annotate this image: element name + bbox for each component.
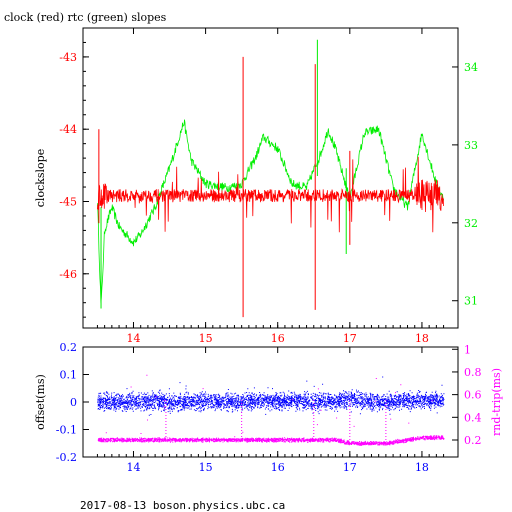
bottom-y2-tick-label: 0.4 xyxy=(464,411,482,424)
bottom-y-tick-label: -0.1 xyxy=(56,424,77,437)
top-y2-tick-label: 32 xyxy=(464,217,478,230)
chart-title: clock (red) rtc (green) slopes xyxy=(4,11,167,24)
top-x-tick-label: 15 xyxy=(199,332,213,345)
top-x-tick-label: 17 xyxy=(343,332,357,345)
offset-scatter-points xyxy=(97,376,445,416)
bottom-y-tick-label: 0.1 xyxy=(60,369,78,382)
bottom-y-axis-label: offset(ms) xyxy=(34,374,47,430)
top-y2-tick-label: 34 xyxy=(464,61,478,74)
bottom-x-tick-label: 15 xyxy=(199,461,213,474)
bottom-y2-tick-label: 1 xyxy=(464,343,471,356)
bottom-y-tick-label: 0.2 xyxy=(60,341,78,354)
bottom-y-tick-label: 0 xyxy=(70,396,77,409)
top-plot: 14 15 16 17 18 -43 -44 -45 -46 31 32 33 34 clockslope xyxy=(34,27,478,345)
top-x-tick-label: 14 xyxy=(126,332,140,345)
rtc-series-line xyxy=(97,119,444,304)
top-y-axis-label: clockslope xyxy=(34,149,47,207)
clock-series-line xyxy=(97,156,444,233)
bottom-y-tick-label: -0.2 xyxy=(56,451,77,464)
bottom-y2-axis-label: rnd-trip(ms) xyxy=(490,368,503,436)
bottom-y2-tick-label: 0.8 xyxy=(464,366,482,379)
bottom-x-tick-label: 16 xyxy=(271,461,285,474)
bottom-y2-tick-label: 0.6 xyxy=(464,389,482,402)
bottom-y2-tick-label: 0.2 xyxy=(464,434,482,447)
top-y-tick-label: -43 xyxy=(59,51,77,64)
bottom-plot: 14 15 16 17 18 0.2 0.1 0 -0.1 -0.2 1 0.8 0.6 0.4 0.2 of… xyxy=(34,341,503,474)
top-x-tick-label: 18 xyxy=(415,332,429,345)
bottom-x-tick-label: 14 xyxy=(126,461,140,474)
top-y2-tick-label: 31 xyxy=(464,295,478,308)
top-y2-tick-label: 33 xyxy=(464,139,478,152)
top-y-tick-label: -46 xyxy=(59,268,77,281)
top-y-tick-label: -44 xyxy=(59,123,77,136)
rndtrip-scatter-points xyxy=(97,374,445,446)
footer-host-date: 2017-08-13 boson.physics.ubc.ca xyxy=(80,499,285,512)
top-x-tick-label: 16 xyxy=(271,332,285,345)
bottom-x-tick-label: 17 xyxy=(343,461,357,474)
bottom-x-tick-label: 18 xyxy=(415,461,429,474)
top-y-tick-label: -45 xyxy=(59,195,77,208)
